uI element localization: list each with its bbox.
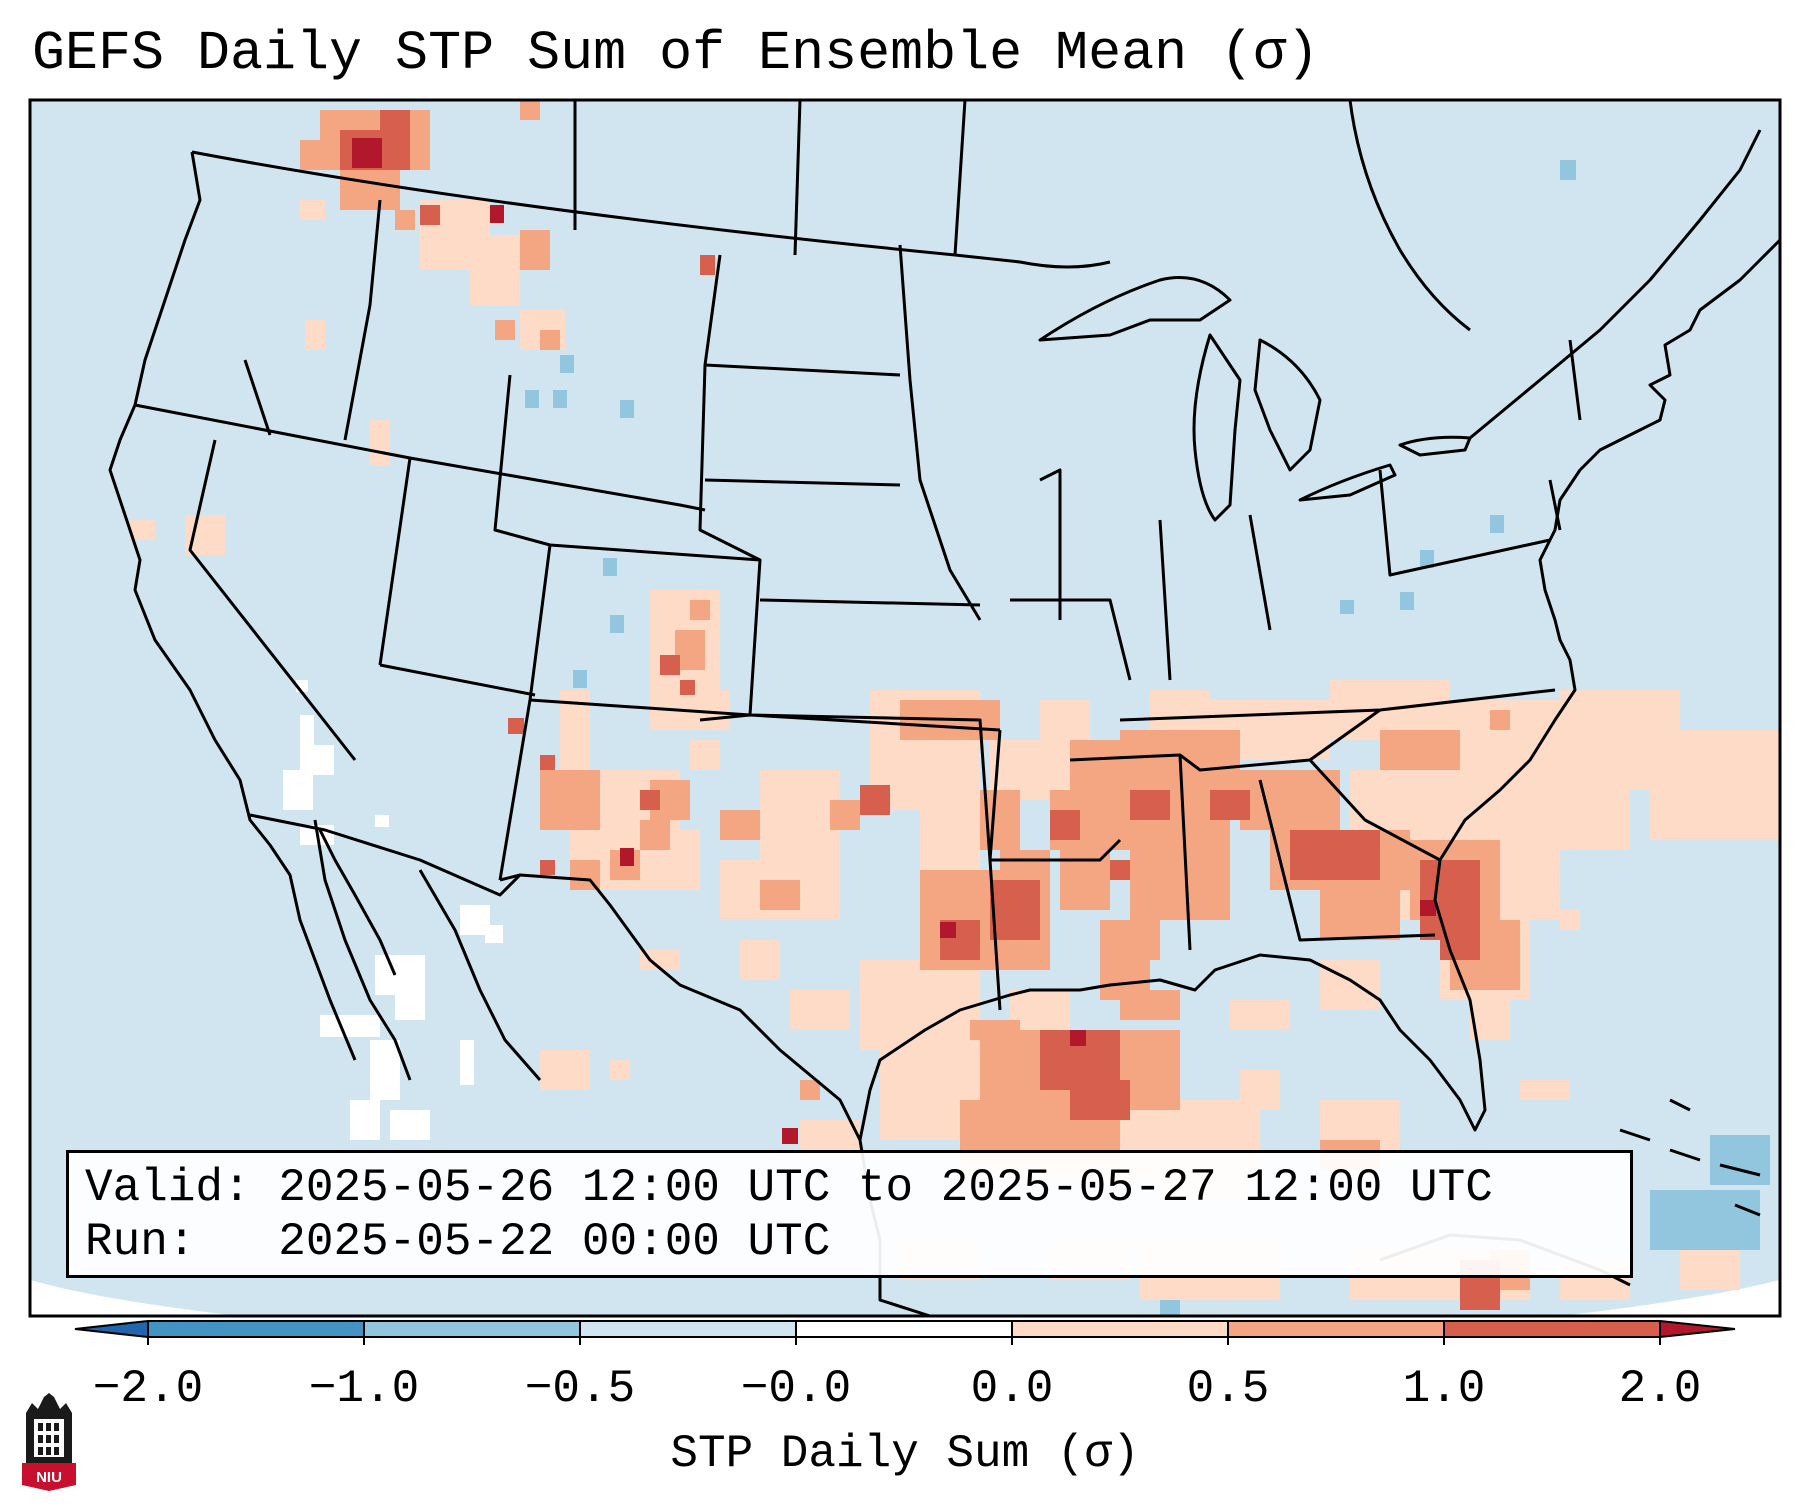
colorbar-tick-label: −2.0 xyxy=(92,1363,204,1415)
lake-michigan xyxy=(1192,333,1242,522)
boundaries xyxy=(108,100,1780,1316)
us-mexico-border xyxy=(249,813,862,1141)
colorbar-label: STP Daily Sum (σ) xyxy=(670,1428,1140,1480)
run-time-line: Run: 2025-05-22 00:00 UTC xyxy=(85,1216,831,1268)
pacific-coastline xyxy=(108,151,357,1061)
colorbar-under-arrow xyxy=(75,1321,148,1337)
colorbar-seg-neg2 xyxy=(148,1321,364,1337)
colorbar-tick-label: −1.0 xyxy=(308,1363,420,1415)
map-frame xyxy=(28,98,1782,1318)
colorbar-seg-pos1 xyxy=(1444,1321,1660,1337)
stp-cells-0.5-to-1.0 xyxy=(300,100,1530,1290)
white-cells xyxy=(283,680,503,1140)
niu-tower-logo-icon: NIU xyxy=(22,1393,76,1491)
atlantic-coastline xyxy=(1438,238,1780,861)
colorbar-seg-pos0 xyxy=(1012,1321,1228,1337)
lake-superior xyxy=(1038,276,1232,342)
colorbar-seg-neg1 xyxy=(364,1321,580,1337)
state-borders xyxy=(134,100,1582,1011)
lake-erie xyxy=(1298,463,1397,502)
colorbar xyxy=(74,1320,1736,1345)
colorbar-tick-label: 2.0 xyxy=(1618,1363,1702,1415)
colorbar-tick-label: 0.0 xyxy=(970,1363,1054,1415)
colorbar-seg-pos05 xyxy=(1228,1321,1444,1337)
us-canada-border xyxy=(191,150,956,257)
colorbar-tick-label: 0.5 xyxy=(1186,1363,1270,1415)
gulf-coastline xyxy=(858,859,1487,1141)
colorbar-tick-label: −0.0 xyxy=(740,1363,852,1415)
valid-run-info-box: Valid: 2025-05-26 12:00 UTC to 2025-05-2… xyxy=(66,1150,1633,1278)
lake-ontario xyxy=(1398,435,1472,457)
colorbar-over-arrow xyxy=(1660,1321,1735,1337)
map-title: GEFS Daily STP Sum of Ensemble Mean (σ) xyxy=(32,22,1320,85)
lake-huron xyxy=(1253,338,1322,472)
colorbar-tick-label: −0.5 xyxy=(524,1363,636,1415)
stp-cells-over-2.0 xyxy=(352,138,1436,1144)
colorbar-seg-zero xyxy=(796,1321,1012,1337)
colorbar-tick-label: 1.0 xyxy=(1402,1363,1486,1415)
valid-time-line: Valid: 2025-05-26 12:00 UTC to 2025-05-2… xyxy=(85,1162,1493,1214)
baja-coastline xyxy=(313,819,412,1081)
colorbar-seg-neg05 xyxy=(580,1321,796,1337)
logo-text: NIU xyxy=(36,1469,62,1486)
stp-cells-neg-1.0-to-neg-0.5 xyxy=(525,160,1770,1316)
